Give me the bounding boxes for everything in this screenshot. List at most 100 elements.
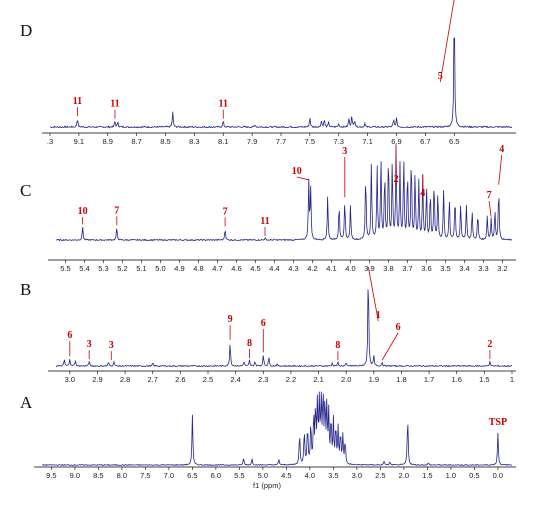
x-tick-label: 8.5 bbox=[160, 137, 170, 146]
x-tick-label: 4.1 bbox=[326, 264, 336, 273]
x-tick-label: 8.7 bbox=[131, 137, 141, 146]
x-tick-label: 7.9 bbox=[247, 137, 257, 146]
peak-annotation: 4 bbox=[499, 144, 504, 155]
peak-annotation: 11 bbox=[260, 216, 269, 227]
x-tick-label: 1.9 bbox=[369, 375, 379, 384]
x-tick-label: .3 bbox=[47, 137, 53, 146]
x-tick-label: 6.5 bbox=[449, 137, 459, 146]
x-tick-label: 8.5 bbox=[93, 471, 103, 480]
peak-annotation: 3 bbox=[342, 146, 347, 157]
x-tick-label: 3.3 bbox=[478, 264, 488, 273]
peak-annotation: 11 bbox=[110, 99, 119, 110]
peak-annotation: 3 bbox=[109, 340, 114, 351]
peak-annotation: 2 bbox=[487, 339, 492, 350]
peak-annotation: 11 bbox=[73, 96, 82, 107]
annotation-leader bbox=[367, 266, 379, 322]
x-tick-label: 5.1 bbox=[136, 264, 146, 273]
peak-annotation: 6 bbox=[396, 322, 401, 333]
peak-annotation: 5 bbox=[438, 71, 443, 82]
x-tick-label: 7.1 bbox=[362, 137, 372, 146]
spectrum-trace bbox=[55, 144, 513, 242]
x-tick-label: 2.0 bbox=[341, 375, 351, 384]
x-tick-label: 2.7 bbox=[148, 375, 158, 384]
peak-annotation: 7 bbox=[114, 205, 119, 216]
x-tick-label: 7.7 bbox=[276, 137, 286, 146]
peak-annotation: 8 bbox=[247, 338, 252, 349]
x-tick-label: 0.5 bbox=[469, 471, 479, 480]
x-tick-label: 2.1 bbox=[313, 375, 323, 384]
x-tick-label: 9.5 bbox=[46, 471, 56, 480]
spectrum-trace bbox=[41, 391, 513, 466]
x-axis-label: f1 (ppm) bbox=[253, 481, 281, 490]
panel-letter: C bbox=[20, 181, 31, 200]
peak-annotation: 8 bbox=[335, 340, 340, 351]
x-tick-label: 3.2 bbox=[497, 264, 507, 273]
x-tick-label: 4.0 bbox=[305, 471, 315, 480]
x-tick-label: 4.4 bbox=[269, 264, 279, 273]
peak-annotation: 10 bbox=[292, 166, 302, 177]
x-tick-label: 3.5 bbox=[440, 264, 450, 273]
x-tick-label: 3.4 bbox=[459, 264, 469, 273]
peak-annotation: 11 bbox=[219, 99, 228, 110]
x-tick-label: 4.3 bbox=[288, 264, 298, 273]
annotation-leader bbox=[439, 0, 455, 83]
peak-annotation: 7 bbox=[223, 206, 228, 217]
panel-d: D .3 9.1 8.9 8.7 8.5 8.3 8.1 7.9 7.7 7.5 7.3 7.1 6.9 6… bbox=[20, 0, 516, 146]
x-tick-label: 7.5 bbox=[140, 471, 150, 480]
x-tick-label: 6.5 bbox=[187, 471, 197, 480]
x-tick-label: 3.8 bbox=[383, 264, 393, 273]
x-tick-label: 8.3 bbox=[189, 137, 199, 146]
x-tick-label: 7.0 bbox=[164, 471, 174, 480]
annotation-leader bbox=[488, 200, 492, 217]
spectrum-trace bbox=[55, 289, 513, 368]
peak-annotation: 7 bbox=[487, 190, 492, 201]
x-tick-label: 1.7 bbox=[424, 375, 434, 384]
x-tick-label: 3.7 bbox=[402, 264, 412, 273]
x-tick-label: 3.9 bbox=[364, 264, 374, 273]
x-tick-label: 1.0 bbox=[446, 471, 456, 480]
x-tick-label: 1.5 bbox=[479, 375, 489, 384]
panel-letter: A bbox=[20, 393, 33, 412]
panel-b: B 3.0 2.9 2.8 2.7 2.6 2.5 2.4 2.3 2.2 2.1 2.0 1.9 1.8… bbox=[20, 266, 516, 384]
x-tick-label: 8.9 bbox=[103, 137, 113, 146]
annotation-leader bbox=[381, 332, 399, 361]
x-tick-label: 1 bbox=[510, 375, 514, 384]
x-tick-label: 3.6 bbox=[421, 264, 431, 273]
x-tick-label: 4.9 bbox=[174, 264, 184, 273]
peak-annotation: 10 bbox=[78, 206, 88, 217]
x-tick-label: 7.3 bbox=[334, 137, 344, 146]
x-tick-label: 3.5 bbox=[328, 471, 338, 480]
panel-c: C 5.5 5.4 5.3 5.2 5.1 5.0 4.9 4.8 4.7 4.6 4.5 4.4 4.3… bbox=[20, 144, 516, 273]
x-tick-label: 5.3 bbox=[98, 264, 108, 273]
annotation-leader bbox=[296, 176, 309, 181]
x-tick-label: 4.2 bbox=[307, 264, 317, 273]
x-tick-label: 2.3 bbox=[258, 375, 268, 384]
spectrum-trace bbox=[49, 37, 513, 129]
x-tick-label: 2.4 bbox=[230, 375, 240, 384]
x-tick-label: 3.0 bbox=[65, 375, 75, 384]
x-tick-label: 2.0 bbox=[399, 471, 409, 480]
peak-annotation: 6 bbox=[67, 330, 72, 341]
peak-annotation: 9 bbox=[228, 314, 233, 325]
x-tick-label: 2.8 bbox=[120, 375, 130, 384]
peak-annotation: 6 bbox=[261, 318, 266, 329]
x-tick-label: 4.8 bbox=[193, 264, 203, 273]
x-tick-label: 4.7 bbox=[212, 264, 222, 273]
peak-annotation: TSP bbox=[489, 417, 507, 428]
x-tick-label: 1.8 bbox=[396, 375, 406, 384]
x-tick-label: 0.0 bbox=[493, 471, 503, 480]
x-tick-label: 4.5 bbox=[250, 264, 260, 273]
x-tick-label: 8.1 bbox=[218, 137, 228, 146]
panel-a: A 9.5 9.0 8.5 8.0 7.5 7.0 6.5 6.0 5.5 5.0 4.5 4.0 3.5… bbox=[20, 391, 516, 490]
x-tick-label: 4.0 bbox=[345, 264, 355, 273]
x-tick-label: 1.5 bbox=[422, 471, 432, 480]
x-tick-label: 5.2 bbox=[117, 264, 127, 273]
x-tick-label: 1.6 bbox=[452, 375, 462, 384]
x-tick-label: 5.0 bbox=[258, 471, 268, 480]
x-tick-label: 3.0 bbox=[352, 471, 362, 480]
x-tick-label: 2.6 bbox=[175, 375, 185, 384]
x-tick-label: 9.0 bbox=[70, 471, 80, 480]
x-tick-label: 5.4 bbox=[79, 264, 89, 273]
x-tick-label: 5.5 bbox=[234, 471, 244, 480]
x-tick-label: 7.5 bbox=[305, 137, 315, 146]
